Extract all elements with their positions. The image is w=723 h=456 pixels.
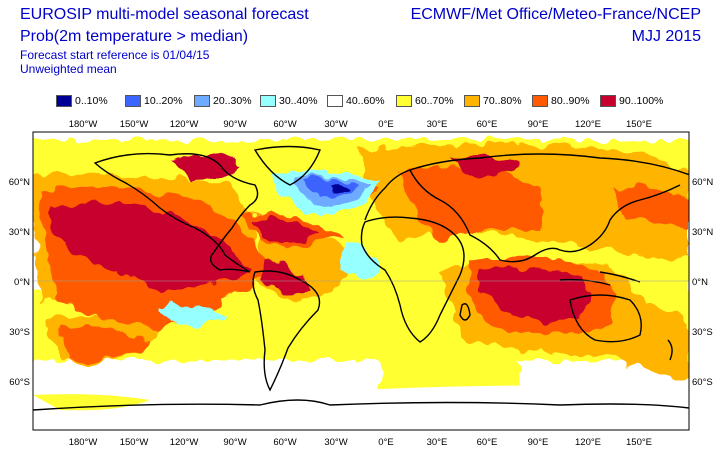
- legend-item: 80..90%: [532, 94, 590, 108]
- lat-label: 60°N: [692, 177, 713, 188]
- lon-label: 0°E: [378, 119, 393, 130]
- map-frame: [32, 131, 690, 431]
- legend-swatch: [532, 95, 548, 107]
- lat-label: 30°S: [692, 327, 713, 338]
- lon-label: 120°W: [170, 437, 199, 448]
- map-title: EUROSIP multi-model seasonal forecast: [20, 6, 309, 23]
- legend-item: 70..80%: [464, 94, 522, 108]
- lon-label: 60°E: [477, 119, 498, 130]
- lat-label: 30°N: [692, 227, 713, 238]
- legend-swatch: [194, 95, 210, 107]
- legend-item: 20..30%: [194, 94, 252, 108]
- legend-label: 40..60%: [346, 95, 385, 107]
- lon-label: 150°E: [626, 119, 652, 130]
- lon-labels-top: 180°W 150°W 120°W 90°W 60°W 30°W 0°E 30°…: [69, 119, 652, 130]
- legend-item: 30..40%: [260, 94, 318, 108]
- lon-label: 150°W: [120, 119, 149, 130]
- color-legend: 0..10% 10..20% 20..30% 30..40% 40..60% 6…: [0, 94, 723, 110]
- lon-label: 60°E: [477, 437, 498, 448]
- legend-swatch: [125, 95, 141, 107]
- lon-label: 0°E: [378, 437, 393, 448]
- lon-label: 120°E: [575, 119, 601, 130]
- probability-field: [33, 132, 689, 430]
- legend-label: 80..90%: [551, 95, 590, 107]
- legend-swatch: [260, 95, 276, 107]
- legend-swatch: [600, 95, 616, 107]
- legend-label: 0..10%: [75, 95, 108, 107]
- lon-label: 120°W: [170, 119, 199, 130]
- lon-label: 90°E: [528, 437, 549, 448]
- season-label: MJJ 2015: [631, 28, 701, 45]
- legend-item: 10..20%: [125, 94, 183, 108]
- legend-swatch: [464, 95, 480, 107]
- legend-label: 90..100%: [619, 95, 664, 107]
- lon-label: 150°E: [626, 437, 652, 448]
- legend-label: 70..80%: [483, 95, 522, 107]
- lon-label: 30°W: [324, 119, 347, 130]
- lon-label: 30°E: [427, 437, 448, 448]
- legend-swatch: [396, 95, 412, 107]
- lat-label: 0°N: [692, 277, 708, 288]
- centres-label: ECMWF/Met Office/Meteo-France/NCEP: [410, 6, 701, 23]
- world-probability-map: 180°W 150°W 120°W 90°W 60°W 30°W 0°E 30°…: [9, 119, 714, 448]
- lat-label: 60°S: [692, 377, 713, 388]
- lat-label: 30°N: [9, 227, 30, 238]
- coastlines: [33, 145, 689, 411]
- lat-label: 0°N: [14, 277, 30, 288]
- lon-label: 180°W: [69, 119, 98, 130]
- legend-item: 90..100%: [600, 94, 663, 108]
- lon-label: 60°W: [273, 437, 296, 448]
- legend-label: 60..70%: [415, 95, 454, 107]
- legend-swatch: [56, 95, 72, 107]
- legend-label: 10..20%: [144, 95, 183, 107]
- forecast-start-note: Forecast start reference is 01/04/15: [20, 48, 210, 62]
- legend-label: 30..40%: [279, 95, 318, 107]
- lon-label: 60°W: [273, 119, 296, 130]
- map-subtitle: Prob(2m temperature > median): [20, 28, 249, 45]
- lat-label: 60°N: [9, 177, 30, 188]
- lon-label: 150°W: [120, 437, 149, 448]
- legend-swatch: [327, 95, 343, 107]
- lat-label: 30°S: [9, 327, 30, 338]
- lat-labels-right: 60°N 30°N 0°N 30°S 60°S: [692, 177, 713, 388]
- legend-item: 40..60%: [327, 94, 385, 108]
- lon-label: 120°E: [575, 437, 601, 448]
- lon-label: 90°W: [223, 119, 246, 130]
- legend-item: 0..10%: [56, 94, 108, 108]
- lon-labels-bottom: 180°W 150°W 120°W 90°W 60°W 30°W 0°E 30°…: [69, 437, 652, 448]
- lat-label: 60°S: [9, 377, 30, 388]
- lon-label: 180°W: [69, 437, 98, 448]
- lon-label: 30°W: [324, 437, 347, 448]
- legend-item: 60..70%: [396, 94, 454, 108]
- lat-labels-left: 60°N 30°N 0°N 30°S 60°S: [9, 177, 30, 388]
- lon-label: 90°W: [223, 437, 246, 448]
- legend-label: 20..30%: [213, 95, 252, 107]
- lon-label: 90°E: [528, 119, 549, 130]
- weighting-note: Unweighted mean: [20, 62, 117, 76]
- lon-label: 30°E: [427, 119, 448, 130]
